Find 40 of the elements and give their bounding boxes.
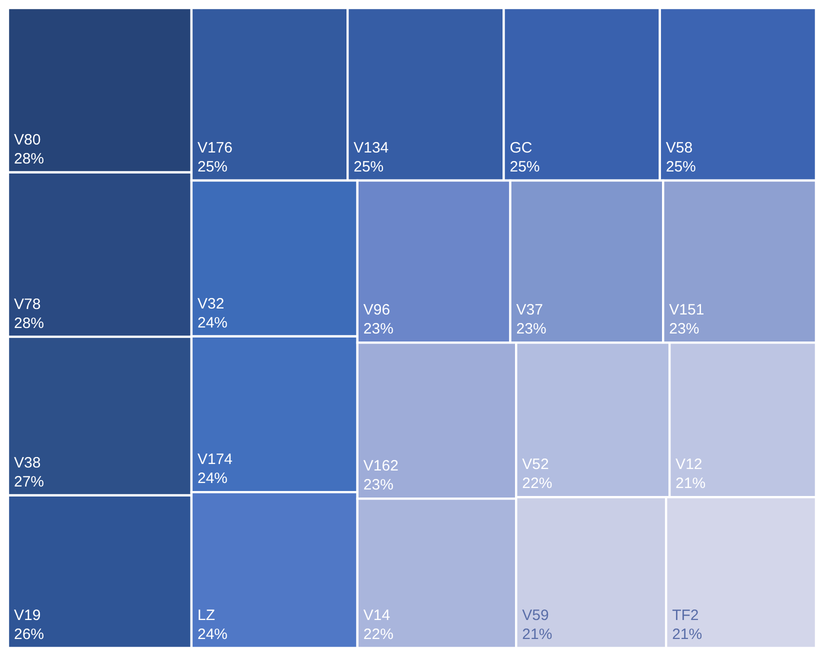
data-label: 22% [522, 475, 552, 492]
category-label: V162 [363, 458, 398, 475]
category-label: V52 [522, 456, 549, 474]
category-label: V176 [197, 140, 233, 157]
data-label: 25% [666, 158, 696, 176]
data-label: 28% [14, 150, 44, 168]
category-label: V58 [666, 140, 693, 157]
data-label: 25% [354, 158, 384, 176]
category-label: V78 [14, 296, 41, 313]
category-label: V134 [354, 140, 389, 157]
data-label: 24% [197, 626, 228, 643]
data-label: 28% [14, 314, 44, 332]
category-label: V19 [14, 607, 41, 624]
category-label: LZ [197, 607, 215, 624]
data-label: 24% [197, 470, 228, 488]
data-label: 25% [510, 158, 540, 176]
category-label: V151 [669, 302, 704, 319]
category-label: V174 [197, 451, 233, 468]
data-label: 23% [669, 320, 700, 338]
data-label: 25% [197, 158, 228, 176]
data-label: 23% [363, 320, 394, 338]
data-label: 22% [363, 626, 394, 643]
category-label: TF2 [672, 607, 699, 624]
data-label: 23% [363, 476, 394, 494]
category-label: V37 [516, 302, 543, 319]
data-label: 26% [14, 626, 44, 643]
category-label: V96 [363, 302, 390, 319]
data-label: 21% [672, 626, 702, 643]
category-label: V80 [14, 131, 41, 148]
data-label: 21% [676, 475, 706, 492]
category-label: V14 [363, 607, 390, 624]
category-label: V32 [197, 295, 224, 312]
data-label: 21% [522, 626, 552, 643]
category-label: V59 [522, 607, 549, 624]
category-label: V12 [676, 456, 702, 474]
data-label: 24% [197, 314, 228, 332]
data-label: 23% [516, 320, 546, 338]
category-label: GC [510, 140, 532, 157]
data-label: 27% [14, 473, 44, 490]
category-label: V38 [14, 454, 41, 472]
